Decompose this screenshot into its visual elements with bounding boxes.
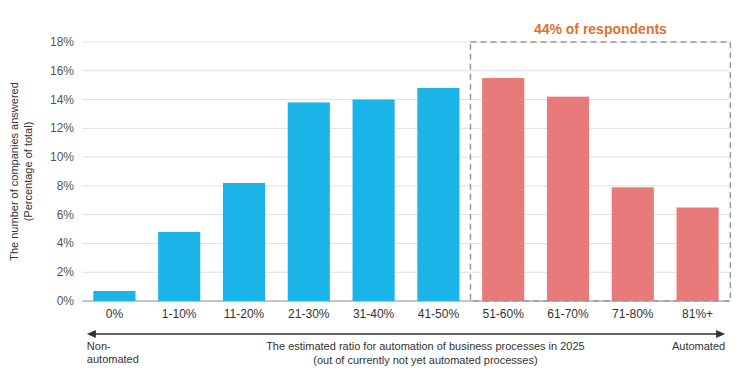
arrow-head (87, 330, 96, 338)
text-line: The estimated ratio for automation of bu… (266, 340, 585, 352)
x-tick-label: 0% (106, 307, 124, 321)
x-tick-label: 11-20% (224, 307, 265, 321)
x-tick-label: 81%+ (682, 307, 713, 321)
text-line: (Percentage of total) (22, 122, 34, 222)
arrow-head (716, 330, 725, 338)
arrow-label-left: Non-automated (87, 340, 139, 365)
bar (223, 183, 265, 301)
x-axis-label: The estimated ratio for automation of bu… (266, 340, 585, 366)
y-tick-label: 14% (50, 93, 74, 107)
arrow-line (89, 333, 723, 335)
x-tick-label: 31-40% (353, 307, 395, 321)
y-axis-label: The number of companies answered(Percent… (8, 82, 34, 261)
y-tick-label: 6% (57, 208, 75, 222)
x-tick-label: 21-30% (288, 307, 330, 321)
y-tick-label: 0% (57, 294, 75, 308)
highlight-box (470, 42, 730, 301)
grid-line (82, 185, 730, 186)
background (0, 0, 750, 383)
grid-line (82, 128, 730, 129)
annotation: 44% of respondents (534, 21, 667, 37)
grid-line (82, 157, 730, 158)
text-line: The number of companies answered (8, 82, 20, 261)
text-line: Non- (87, 340, 111, 352)
grid-line (82, 70, 730, 71)
x-tick-label: 41-50% (418, 307, 460, 321)
bar (547, 97, 589, 301)
arrow-label-right: Automated (672, 340, 725, 352)
y-tick-label: 4% (57, 236, 75, 250)
x-tick-label: 61-70% (547, 307, 589, 321)
bar (417, 88, 459, 301)
chart: 0% 2% 4% 6% 8% 10% 12% 14% 16% 18% 0% 1-10% 11-20% 21… (0, 0, 750, 383)
bar (482, 78, 524, 301)
grid-line (82, 99, 730, 100)
bar (612, 187, 654, 301)
y-tick-label: 10% (50, 150, 74, 164)
y-tick-label: 12% (50, 121, 74, 135)
y-tick-label: 16% (50, 64, 74, 78)
bar (158, 232, 200, 301)
y-tick-label: 8% (57, 179, 75, 193)
bar (677, 207, 719, 301)
x-tick-label: 1-10% (162, 307, 197, 321)
x-tick-label: 71-80% (612, 307, 654, 321)
bar (93, 291, 135, 301)
text-line: Automated (672, 340, 725, 352)
y-tick-label: 18% (50, 35, 74, 49)
bar (353, 100, 395, 301)
text-line: automated (87, 353, 139, 365)
y-tick-label: 2% (57, 265, 75, 279)
grid (82, 42, 730, 301)
x-tick-label: 51-60% (483, 307, 525, 321)
bars (93, 78, 718, 301)
bar (288, 102, 330, 301)
text-line: (out of currently not yet automated proc… (313, 354, 537, 366)
